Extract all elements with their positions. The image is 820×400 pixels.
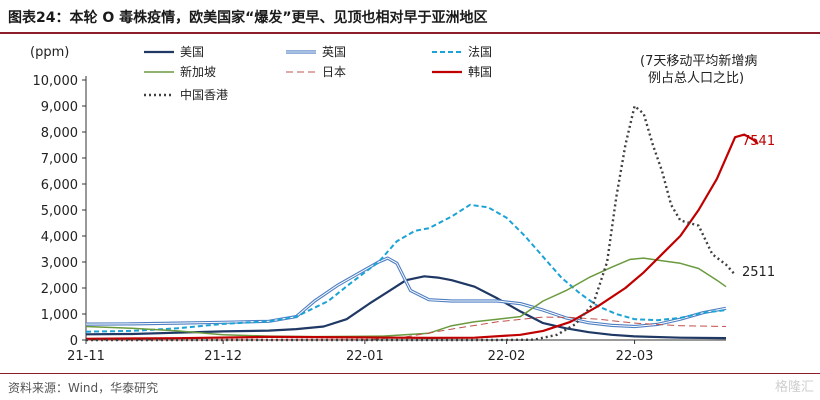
annotation-line-2: 例占总人口之比) bbox=[648, 71, 744, 86]
y-unit-label: (ppm) bbox=[30, 45, 69, 60]
y-tick-label: 2,000 bbox=[41, 282, 78, 297]
chart-title: 图表24：本轮 O 毒株疫情，欧美国家“爆发”更早、见顶也相对早于亚洲地区 bbox=[8, 10, 488, 26]
legend-label: 美国 bbox=[180, 45, 204, 59]
x-tick-label: 22-01 bbox=[346, 349, 384, 364]
y-tick-label: 0 bbox=[70, 334, 78, 349]
y-tick-label: 5,000 bbox=[41, 204, 78, 219]
line-chart: 0 1,000 2,000 3,000 4,000 5,000 6,000 7,000 8,00… bbox=[30, 45, 775, 364]
legend-label: 韩国 bbox=[468, 64, 492, 79]
x-tick-label: 21-12 bbox=[204, 349, 242, 364]
x-tick-label: 22-02 bbox=[488, 349, 526, 364]
source-note: 资料来源：Wind，华泰研究 bbox=[8, 381, 159, 395]
y-axis: 0 1,000 2,000 3,000 4,000 5,000 6,000 7,000 8,00… bbox=[33, 74, 87, 349]
x-tick-label: 22-03 bbox=[616, 349, 654, 364]
series-line bbox=[85, 203, 727, 333]
watermark-logo: 格隆汇 bbox=[774, 380, 814, 395]
annotation-line-1: (7天移动平均新增病 bbox=[640, 53, 757, 69]
series-lines bbox=[85, 104, 759, 342]
legend-label: 日本 bbox=[322, 65, 346, 79]
series-line-inner bbox=[85, 257, 727, 327]
end-value-labels: 7541 2511 bbox=[742, 134, 775, 280]
source-divider bbox=[0, 373, 820, 374]
y-tick-label: 4,000 bbox=[41, 230, 78, 245]
y-tick-label: 1,000 bbox=[41, 308, 78, 323]
end-value-label: 7541 bbox=[742, 134, 775, 149]
y-tick-label: 3,000 bbox=[41, 256, 78, 271]
legend-label: 中国香港 bbox=[180, 87, 228, 102]
series-line bbox=[85, 275, 727, 340]
legend-label: 新加坡 bbox=[180, 64, 216, 79]
legend-label: 法国 bbox=[468, 45, 492, 59]
y-tick-label: 8,000 bbox=[41, 126, 78, 141]
x-tick-label: 21-11 bbox=[67, 349, 105, 364]
end-value-label: 2511 bbox=[742, 265, 775, 280]
series-line bbox=[86, 104, 736, 342]
series-line bbox=[85, 133, 759, 340]
y-tick-label: 10,000 bbox=[33, 74, 79, 89]
series-line bbox=[86, 316, 727, 341]
x-axis: 21-11 21-12 22-01 22-02 22-03 bbox=[67, 339, 726, 364]
legend-label: 英国 bbox=[322, 45, 346, 59]
series-line bbox=[85, 256, 727, 329]
title-divider bbox=[0, 32, 820, 34]
y-tick-label: 9,000 bbox=[41, 100, 78, 115]
y-tick-label: 6,000 bbox=[41, 178, 78, 193]
y-tick-label: 7,000 bbox=[41, 152, 78, 167]
series-line bbox=[85, 257, 727, 338]
